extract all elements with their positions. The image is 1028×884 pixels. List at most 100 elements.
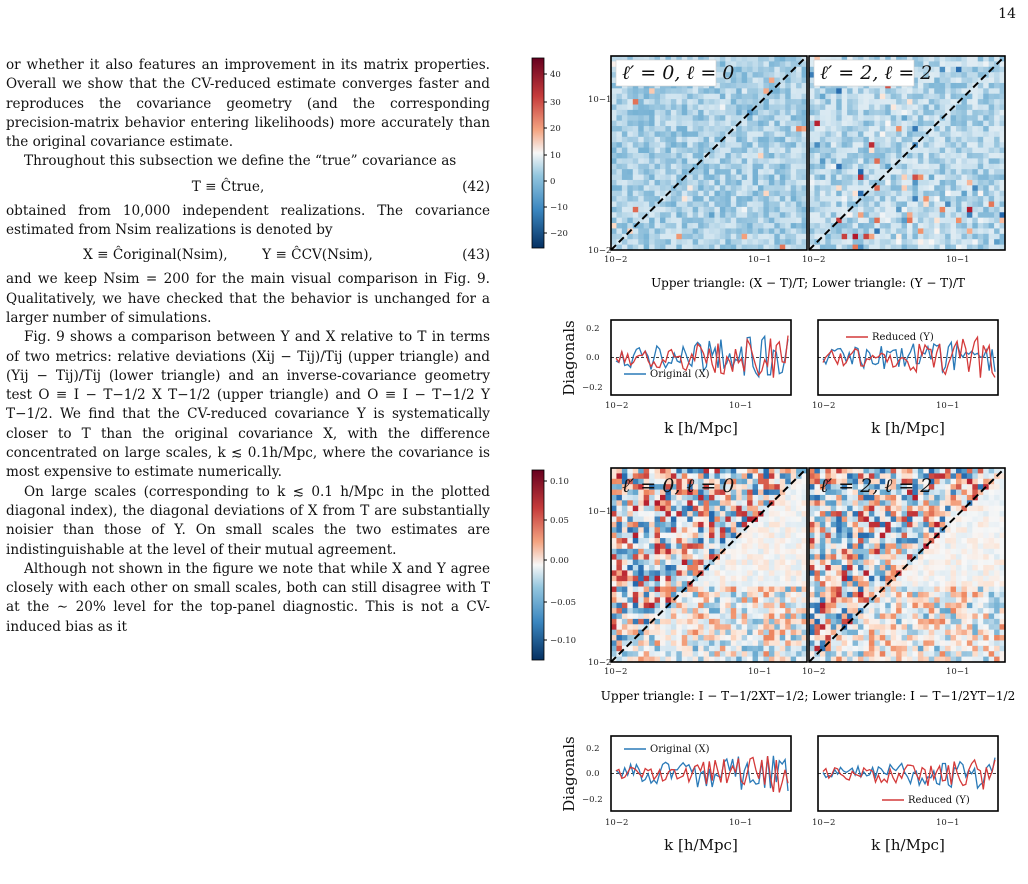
heatmap-cell bbox=[945, 223, 951, 229]
heatmap-cell bbox=[633, 169, 639, 175]
heatmap-cell bbox=[863, 88, 869, 94]
heatmap-cell bbox=[863, 218, 869, 224]
heatmap-cell bbox=[747, 148, 753, 154]
heatmap-cell bbox=[791, 608, 797, 614]
heatmap-cell bbox=[907, 511, 913, 517]
heatmap-cell bbox=[622, 543, 628, 549]
heatmap-cell bbox=[644, 110, 650, 116]
heatmap-cell bbox=[638, 105, 644, 111]
heatmap-cell bbox=[885, 592, 891, 598]
heatmap-cell bbox=[731, 646, 737, 652]
heatmap-cell bbox=[769, 479, 775, 485]
heatmap-cell bbox=[858, 587, 864, 593]
heatmap-cell bbox=[753, 522, 759, 528]
heatmap-cell bbox=[842, 88, 848, 94]
heatmap-cell bbox=[747, 56, 753, 62]
heatmap-cell bbox=[880, 191, 886, 197]
heatmap-cell bbox=[825, 500, 831, 506]
heatmap-cell bbox=[989, 511, 995, 517]
heatmap-cell bbox=[809, 94, 815, 100]
heatmap-cell bbox=[918, 212, 924, 218]
heatmap-cell bbox=[869, 110, 875, 116]
heatmap-cell bbox=[869, 554, 875, 560]
heatmap-cell bbox=[649, 105, 655, 111]
heatmap-cell bbox=[780, 468, 786, 474]
heatmap-cell bbox=[633, 207, 639, 213]
heatmap-cell bbox=[687, 517, 693, 523]
heatmap-cell bbox=[858, 207, 864, 213]
heatmap-cell bbox=[940, 72, 946, 78]
heatmap-cell bbox=[611, 533, 617, 539]
heatmap-cell bbox=[676, 500, 682, 506]
heatmap-cell bbox=[929, 592, 935, 598]
heatmap-cell bbox=[825, 169, 831, 175]
heatmap-cell bbox=[809, 88, 815, 94]
heatmap-cell bbox=[831, 126, 837, 132]
heatmap-cell bbox=[725, 608, 731, 614]
heatmap-cell bbox=[753, 234, 759, 240]
heatmap-cell bbox=[671, 640, 677, 646]
heatmap-cell bbox=[704, 554, 710, 560]
heatmap-cell bbox=[611, 153, 617, 159]
heatmap-cell bbox=[983, 196, 989, 202]
heatmap-cell bbox=[638, 522, 644, 528]
heatmap-cell bbox=[665, 581, 671, 587]
heatmap-cell bbox=[858, 88, 864, 94]
heatmap-cell bbox=[934, 61, 940, 67]
heatmap-cell bbox=[693, 105, 699, 111]
heatmap-cell bbox=[611, 223, 617, 229]
heatmap-cell bbox=[644, 630, 650, 636]
heatmap-cell bbox=[698, 608, 704, 614]
heatmap-cell bbox=[809, 517, 815, 523]
heatmap-cell bbox=[627, 651, 633, 657]
heatmap-cell bbox=[934, 105, 940, 111]
heatmap-cell bbox=[769, 105, 775, 111]
heatmap-cell bbox=[704, 603, 710, 609]
diag-ylabel: Diagonals bbox=[560, 320, 578, 396]
heatmap-cell bbox=[989, 597, 995, 603]
heatmap-cell bbox=[858, 126, 864, 132]
heatmap-cell bbox=[989, 576, 995, 582]
heatmap-cell bbox=[858, 169, 864, 175]
heatmap-cell bbox=[847, 549, 853, 555]
heatmap-cell bbox=[836, 105, 842, 111]
heatmap-cell bbox=[763, 153, 769, 159]
heatmap-cell bbox=[972, 164, 978, 170]
heatmap-cell bbox=[698, 121, 704, 127]
heatmap-cell bbox=[912, 560, 918, 566]
heatmap-cell bbox=[896, 202, 902, 208]
heatmap-cell bbox=[774, 522, 780, 528]
heatmap-cell bbox=[972, 554, 978, 560]
heatmap-cell bbox=[983, 110, 989, 116]
heatmap-cell bbox=[769, 608, 775, 614]
heatmap-cell bbox=[785, 565, 791, 571]
heatmap-cell bbox=[660, 533, 666, 539]
heatmap-cell bbox=[665, 175, 671, 181]
heatmap-cell bbox=[627, 223, 633, 229]
heatmap-cell bbox=[825, 587, 831, 593]
heatmap-cell bbox=[956, 78, 962, 84]
heatmap-cell bbox=[940, 239, 946, 245]
heatmap-cell bbox=[945, 500, 951, 506]
heatmap-cell bbox=[853, 126, 859, 132]
heatmap-cell bbox=[704, 506, 710, 512]
heatmap-cell bbox=[983, 191, 989, 197]
heatmap-cell bbox=[709, 207, 715, 213]
heatmap-cell bbox=[940, 153, 946, 159]
heatmap-cell bbox=[956, 234, 962, 240]
heatmap-cell bbox=[747, 67, 753, 73]
heatmap-cell bbox=[725, 522, 731, 528]
heatmap-cell bbox=[831, 169, 837, 175]
heatmap-cell bbox=[951, 484, 957, 490]
heatmap-cell bbox=[627, 597, 633, 603]
heatmap-cell bbox=[847, 608, 853, 614]
heatmap-cell bbox=[907, 185, 913, 191]
heatmap-cell bbox=[912, 603, 918, 609]
heatmap-cell bbox=[644, 560, 650, 566]
heatmap-cell bbox=[858, 164, 864, 170]
heatmap-cell bbox=[633, 137, 639, 143]
heatmap-cell bbox=[758, 239, 764, 245]
heatmap-cell bbox=[934, 468, 940, 474]
heatmap-cell bbox=[622, 608, 628, 614]
matrix-xtick: 10−2 bbox=[604, 255, 627, 265]
